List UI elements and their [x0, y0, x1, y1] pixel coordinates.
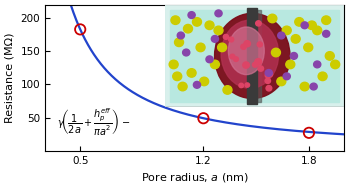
Point — [201, 117, 206, 120]
Y-axis label: Resistance (MΩ): Resistance (MΩ) — [5, 33, 15, 123]
Point — [306, 131, 312, 134]
Text: $\gamma\!\left(\dfrac{1}{2a}+\dfrac{h_p^{eff}}{\pi a^2}\right)$ $-$: $\gamma\!\left(\dfrac{1}{2a}+\dfrac{h_p^… — [57, 107, 131, 138]
X-axis label: Pore radius, $a$ (nm): Pore radius, $a$ (nm) — [141, 171, 248, 184]
Point — [77, 28, 83, 31]
